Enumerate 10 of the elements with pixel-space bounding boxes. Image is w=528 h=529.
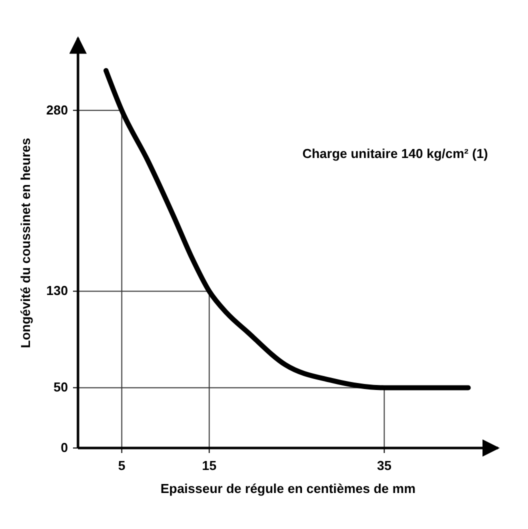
x-axis-title: Epaisseur de régule en centièmes de mm xyxy=(160,481,416,496)
y-tick-label: 0 xyxy=(60,440,68,455)
x-tick-label: 35 xyxy=(377,458,392,473)
y-tick-label: 50 xyxy=(54,380,68,395)
y-tick-label: 280 xyxy=(46,102,68,118)
y-axis-title: Longévité du coussinet en heures xyxy=(18,138,33,348)
x-tick-label: 15 xyxy=(202,458,216,473)
y-tick-label: 130 xyxy=(46,283,68,298)
annotation: Charge unitaire 140 kg/cm² (1) xyxy=(302,146,488,161)
x-tick-label: 5 xyxy=(118,458,126,473)
